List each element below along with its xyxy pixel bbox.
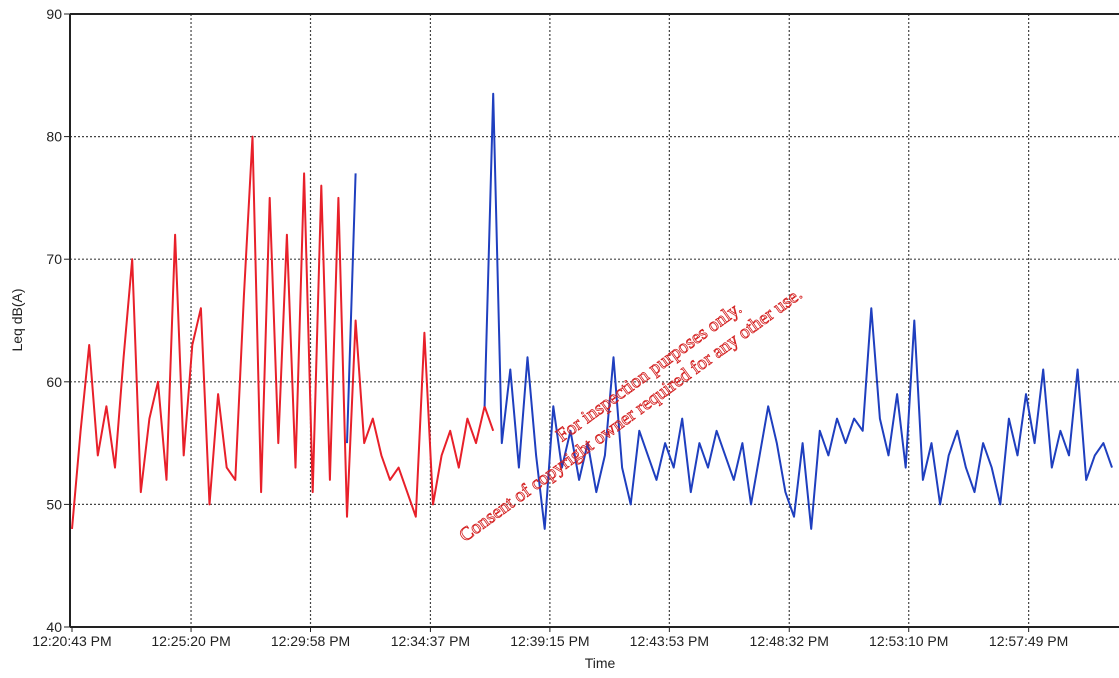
y-tick-label: 50 — [46, 496, 62, 512]
x-tick-label: 12:39:15 PM — [510, 633, 589, 649]
y-axis-label: Leq dB(A) — [9, 288, 25, 351]
series-line — [346, 92, 1113, 530]
watermark-line: For inspection purposes only. — [553, 298, 746, 446]
x-tick-label: 12:53:10 PM — [869, 633, 948, 649]
x-tick-label: 12:43:53 PM — [630, 633, 709, 649]
x-axis-label: Time — [585, 655, 616, 671]
x-tick-label: 12:48:32 PM — [750, 633, 829, 649]
x-tick-label: 12:25:20 PM — [151, 633, 230, 649]
y-tick-label: 80 — [46, 129, 62, 145]
y-tick-label: 70 — [46, 251, 62, 267]
x-tick-label: 12:20:43 PM — [32, 633, 111, 649]
x-tick-label: 12:29:58 PM — [271, 633, 350, 649]
watermark-line: Consent of copyright owner required for … — [455, 284, 806, 547]
x-tick-label: 12:57:49 PM — [989, 633, 1068, 649]
plot-area: 40 50 60 70 80 90 12:20:43 PM 12:25:20 PM 12:29:… — [32, 6, 1119, 649]
y-tick-label: 60 — [46, 374, 62, 390]
y-tick-label: 90 — [46, 6, 62, 22]
series-line — [71, 135, 495, 529]
x-tick-label: 12:34:37 PM — [391, 633, 470, 649]
y-tick-label: 40 — [46, 619, 62, 635]
